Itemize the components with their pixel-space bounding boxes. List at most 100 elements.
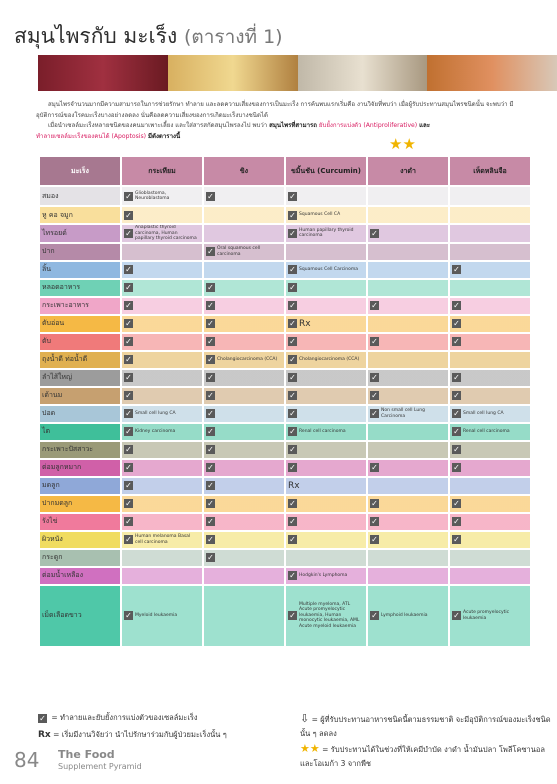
table-cell: ✓ Kidney carcinoma [122,423,202,440]
table-cell: ✓ [286,495,366,512]
ginger-tea-photo [167,55,298,91]
checkbox-checked-icon: ✓ [124,355,133,364]
checkbox-checked-icon: ✓ [206,337,215,346]
header-cancer: มะเร็ง [40,157,120,185]
table-cell: ✓ [286,187,366,205]
down-arrow-icon: ⇩ [300,712,310,725]
table-cell: Rx [286,477,366,494]
table-cell: ✓ Small cell lung CA [450,405,530,422]
table-row: เต้านม ✓ ✓ ✓ ✓ ✓ [40,387,530,404]
table-row: กระเพาะปัสสาวะ ✓ ✓ ✓ ✓ [40,441,530,458]
table-cell: ✓ [450,297,530,314]
cell-note: Small cell lung CA [463,410,504,416]
cell-note: Acute promyelocytic leukaemia [463,610,510,621]
checkbox-checked-icon: ✓ [452,319,461,328]
table-cell: ✓ Acute promyelocytic leukaemia [450,585,530,646]
table-row: หลอดอาหาร ✓ ✓ ✓ [40,279,530,296]
table-cell [204,567,284,584]
cell-note: Human melanoma Basal cell carcinoma [135,534,191,545]
star-icon: ★ [389,135,403,153]
cancer-type: ต่อมน้ำเหลือง [40,567,120,584]
table-row: ถุงน้ำดี ท่อน้ำดี ✓ ✓ Cholangiocarcinoma (C… [40,351,530,368]
table-cell: ✓ Human melanoma Basal cell carcinoma [122,531,202,548]
checkbox-checked-icon: ✓ [452,499,461,508]
table-cell: ✓ [122,513,202,530]
table-cell: ✓ [204,279,284,296]
table-row: รังไข่ ✓ ✓ ✓ ✓ ✓ [40,513,530,530]
star-icon: ★ [300,742,310,755]
table-row: ผิวหนัง ✓ Human melanoma Basal cell carcin… [40,531,530,548]
table-cell: ✓ [450,441,530,458]
checkbox-checked-icon: ✓ [452,337,461,346]
checkbox-checked-icon: ✓ [124,499,133,508]
table-cell: ✓ [368,531,448,548]
table-cell: ✓ [368,513,448,530]
table-cell: ✓ [122,279,202,296]
cancer-type: ผิวหนัง [40,531,120,548]
checkbox-checked-icon: ✓ [206,373,215,382]
table-cell: ✓ Human papillary thyroid carcinoma [286,225,366,242]
cancer-type: ปาก [40,243,120,260]
table-cell: ✓ [122,459,202,476]
checkbox-checked-icon: ✓ [288,445,297,454]
table-cell: ✓ Squamous Cell CA [286,207,366,223]
table-cell: ✓ [450,261,530,278]
checkbox-checked-icon: ✓ [288,409,297,418]
table-cell [450,549,530,566]
header-herb: งาดำ [368,157,448,185]
checkbox-checked-icon: ✓ [452,517,461,526]
checkbox-checked-icon: ✓ [206,247,215,256]
table-row: ลำไส้ใหญ่ ✓ ✓ ✓ ✓ ✓ [40,369,530,386]
table-row: ตับอ่อน ✓ ✓ ✓ Rx ✓ [40,315,530,332]
checkbox-checked-icon: ✓ [206,319,215,328]
checkbox-checked-icon: ✓ [124,427,133,436]
cancer-type: ไทรอยด์ [40,225,120,242]
checkbox-checked-icon: ✓ [288,265,297,274]
checkbox-checked-icon: ✓ [370,337,379,346]
table-cell: ✓ [122,261,202,278]
table-cell: ✓ [122,477,202,494]
checkbox-checked-icon: ✓ [452,373,461,382]
checkbox-checked-icon: ✓ [288,319,297,328]
checkbox-checked-icon: ✓ [124,409,133,418]
table-cell: ✓ [286,279,366,296]
table-cell: ✓ [286,513,366,530]
cancer-type: ปอด [40,405,120,422]
table-cell: ✓ [204,459,284,476]
table-cell: ✓ [204,423,284,440]
cancer-type: กระดูก [40,549,120,566]
table-cell: ✓ [204,531,284,548]
table-cell: ✓ [204,549,284,566]
cell-note: Squamous Cell CA [299,212,341,218]
header-herb: ขิง [204,157,284,185]
checkbox-checked-icon: ✓ [124,319,133,328]
table-row: เม็ดเลือดขาว ✓ Myeloid leukaemia ✓Multiple … [40,585,530,646]
table-cell [368,187,448,205]
checkbox-checked-icon: ✓ [288,301,297,310]
checkbox-checked-icon: ✓ [206,481,215,490]
table-cell: ✓ [286,387,366,404]
brand-subtitle: Supplement Pyramid [58,762,142,771]
checkbox-checked-icon: ✓ [370,535,379,544]
table-row: สมอง ✓ Glioblastoma, Neuroblastoma ✓ ✓ [40,187,530,205]
garlic-photo [297,55,428,91]
table-cell: ✓ [122,495,202,512]
table-cell [450,187,530,205]
table-cell: ✓ [122,297,202,314]
table-cell: ✓ [122,441,202,458]
checkbox-checked-icon: ✓ [206,535,215,544]
table-cell: ✓ Squamous Cell Carcinoma [286,261,366,278]
checkbox-checked-icon: ✓ [452,611,461,620]
star-markers: ★★ [389,134,416,153]
cancer-type: กระเพาะอาหาร [40,297,120,314]
checkbox-checked-icon: ✓ [124,228,133,238]
checkbox-checked-icon: ✓ [452,391,461,400]
checkbox-checked-icon: ✓ [288,427,297,436]
cell-note: Myeloid leukaemia [135,612,178,618]
table-cell: ✓ Renal cell carcinoma [286,423,366,440]
checkbox-checked-icon: ✓ [206,191,215,201]
cell-note: Anaplastic thyroid carcinoma, Human papi… [135,225,197,241]
table-cell: ✓ [368,297,448,314]
table-cell: ✓ Oral squamous cell carcinoma [204,243,284,260]
cell-note: Oral squamous cell carcinoma [217,246,261,257]
